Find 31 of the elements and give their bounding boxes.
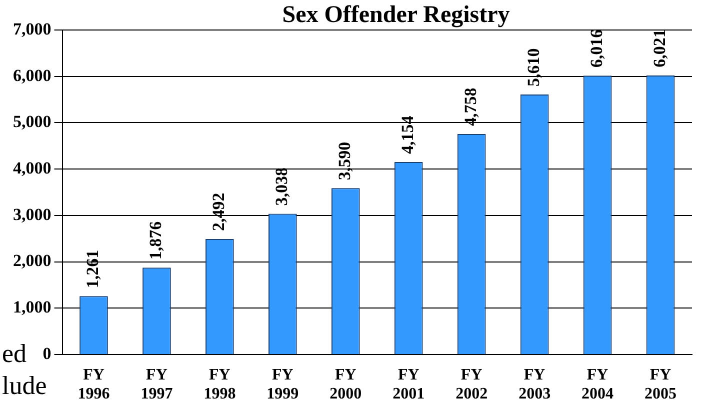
y-tick-label: 4,000: [13, 158, 52, 178]
y-tick-label: 3,000: [13, 204, 52, 224]
data-label: 4,758: [460, 88, 480, 126]
x-tick-label: FY 2001: [392, 366, 425, 403]
data-label: 3,590: [335, 142, 354, 180]
text: lude: [2, 370, 47, 402]
x-tick-label: FY 1999: [266, 366, 299, 403]
data-label: 6,021: [650, 29, 669, 68]
data-label: 5,610: [524, 48, 543, 86]
x-tick-label: FY 2002: [456, 366, 488, 403]
x-tick-label: FY 2000: [330, 366, 362, 403]
y-tick-label: 5,000: [13, 112, 52, 132]
y-tick-label: 6,000: [13, 66, 52, 85]
chart-title: Sex Offender Registry: [281, 2, 511, 29]
x-tick-label: FY 2003: [518, 366, 551, 403]
data-label: 1,876: [146, 221, 166, 260]
data-label: 1,261: [83, 250, 102, 288]
data-label: 6,016: [586, 29, 606, 68]
x-tick-label: FY 1998: [204, 366, 236, 403]
y-tick-label: 1,000: [13, 298, 52, 317]
data-label: 4,154: [398, 115, 418, 154]
x-tick-label: FY 2004: [582, 366, 614, 403]
data-label: 3,038: [272, 167, 292, 206]
text: ed: [2, 339, 27, 368]
y-tick-label: 0: [42, 344, 52, 363]
x-tick-label: FY 2005: [644, 366, 677, 403]
y-tick-label: 7,000: [13, 19, 52, 38]
data-label: 2,492: [209, 192, 228, 232]
y-tick-label: 2,000: [13, 251, 52, 270]
x-tick-label: FY 1997: [140, 366, 173, 403]
x-tick-label: FY 1996: [78, 366, 110, 403]
